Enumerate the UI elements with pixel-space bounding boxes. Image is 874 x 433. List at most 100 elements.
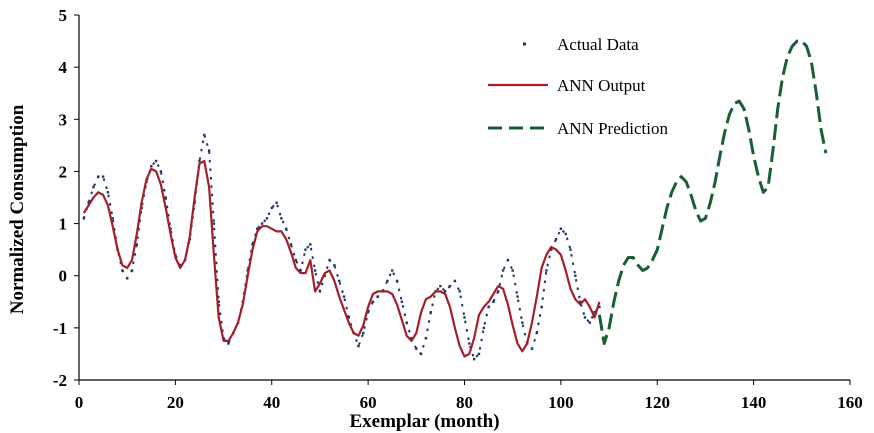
actual-data-point <box>419 352 423 356</box>
y-tick-label: 1 <box>59 215 68 234</box>
actual-data-point <box>150 165 153 168</box>
actual-data-point <box>511 269 514 272</box>
actual-data-point <box>256 227 259 230</box>
actual-data-point <box>270 206 273 210</box>
actual-data-point <box>588 321 591 324</box>
actual-data-point <box>468 342 471 345</box>
actual-data-point <box>265 217 269 220</box>
actual-data-point <box>386 279 389 283</box>
y-tick-label: 4 <box>59 58 68 77</box>
actual-data-point <box>357 344 360 348</box>
actual-data-point <box>203 133 206 137</box>
actual-data-point <box>92 185 95 189</box>
actual-data-point <box>154 159 158 163</box>
x-tick-label: 40 <box>263 393 280 412</box>
actual-data-point <box>289 243 293 246</box>
actual-data-point <box>429 311 432 314</box>
actual-data-point <box>463 316 466 319</box>
series-line-actual-data <box>82 133 601 361</box>
actual-data-point <box>578 300 582 303</box>
legend-item: Actual Data <box>523 35 639 54</box>
actual-data-point <box>227 342 230 345</box>
y-tick-label: 0 <box>59 267 68 286</box>
actual-data-point <box>251 243 254 246</box>
y-tick-label: 2 <box>59 162 68 181</box>
actual-data-point <box>106 191 110 194</box>
actual-data-point <box>376 295 379 298</box>
actual-data-point <box>554 238 558 241</box>
actual-data-point <box>477 352 481 356</box>
actual-data-point <box>516 295 519 298</box>
actual-data-point <box>121 269 124 272</box>
actual-data-point <box>501 269 505 272</box>
legend-marker-actual-data <box>523 42 526 46</box>
axes: -2 -1 0 1 2 3 4 5 0 20 40 60 80 100 120 140 160 <box>53 6 863 412</box>
actual-data-point <box>333 264 336 267</box>
actual-data-point <box>294 258 298 262</box>
actual-data-point <box>342 295 346 298</box>
legend: Actual Data ANN Output ANN Prediction <box>488 35 668 138</box>
actual-data-point <box>458 290 461 293</box>
actual-data-point <box>593 311 596 314</box>
x-tick-label: 0 <box>75 393 84 412</box>
actual-data-point <box>444 290 447 293</box>
x-tick-label: 140 <box>741 393 767 412</box>
actual-data-point <box>338 279 341 283</box>
plot-area <box>82 39 828 361</box>
actual-data-point <box>598 305 601 309</box>
actual-data-point <box>497 290 500 293</box>
series-line-ann-output <box>82 159 601 358</box>
actual-data-point <box>371 300 375 303</box>
actual-data-point <box>540 305 543 309</box>
actual-data-point <box>366 311 370 314</box>
x-tick-label: 100 <box>548 393 574 412</box>
actual-data-point <box>448 284 452 288</box>
actual-data-point <box>569 248 572 251</box>
actual-data-point <box>521 321 524 324</box>
actual-data-point <box>453 279 457 283</box>
actual-data-point <box>159 170 163 173</box>
actual-data-point <box>198 159 201 163</box>
actual-data-point <box>347 316 351 319</box>
actual-data-point <box>395 279 399 283</box>
actual-data-point <box>535 331 538 335</box>
actual-data-point <box>101 175 105 178</box>
x-tick-label: 60 <box>360 393 377 412</box>
actual-data-point <box>487 305 490 309</box>
actual-data-point <box>309 243 312 246</box>
y-tick-label: -2 <box>53 371 67 390</box>
y-axis-title: Normalized Consumption <box>7 104 28 314</box>
actual-data-point <box>164 196 167 199</box>
actual-data-point <box>550 248 553 251</box>
legend-item: ANN Prediction <box>488 119 668 138</box>
actual-data-point <box>87 201 90 204</box>
actual-data-point <box>410 337 413 340</box>
x-tick-label: 80 <box>456 393 473 412</box>
actual-data-point <box>125 277 129 280</box>
actual-data-point <box>207 149 211 152</box>
legend-item: ANN Output <box>488 76 646 95</box>
actual-data-point <box>439 284 442 288</box>
x-tick-label: 120 <box>645 393 671 412</box>
actual-data-point <box>260 222 264 225</box>
y-tick-label: -1 <box>53 319 67 338</box>
x-axis-title: Exemplar (month) <box>349 411 499 432</box>
x-tick-label: 160 <box>837 393 863 412</box>
actual-data-point <box>285 227 288 230</box>
actual-data-point <box>424 337 428 340</box>
actual-data-point <box>82 217 86 220</box>
actual-data-point <box>482 326 485 330</box>
actual-data-point <box>492 300 495 303</box>
actual-data-point <box>318 290 322 293</box>
actual-data-point <box>304 248 307 251</box>
actual-data-point <box>574 274 577 277</box>
actual-data-point <box>212 222 216 225</box>
actual-data-point <box>328 258 331 262</box>
actual-data-point <box>299 269 302 272</box>
y-tick-label: 3 <box>59 110 68 129</box>
actual-data-point <box>362 331 365 335</box>
actual-data-point <box>400 300 404 303</box>
actual-data-point <box>275 201 278 204</box>
actual-data-point <box>130 269 134 272</box>
